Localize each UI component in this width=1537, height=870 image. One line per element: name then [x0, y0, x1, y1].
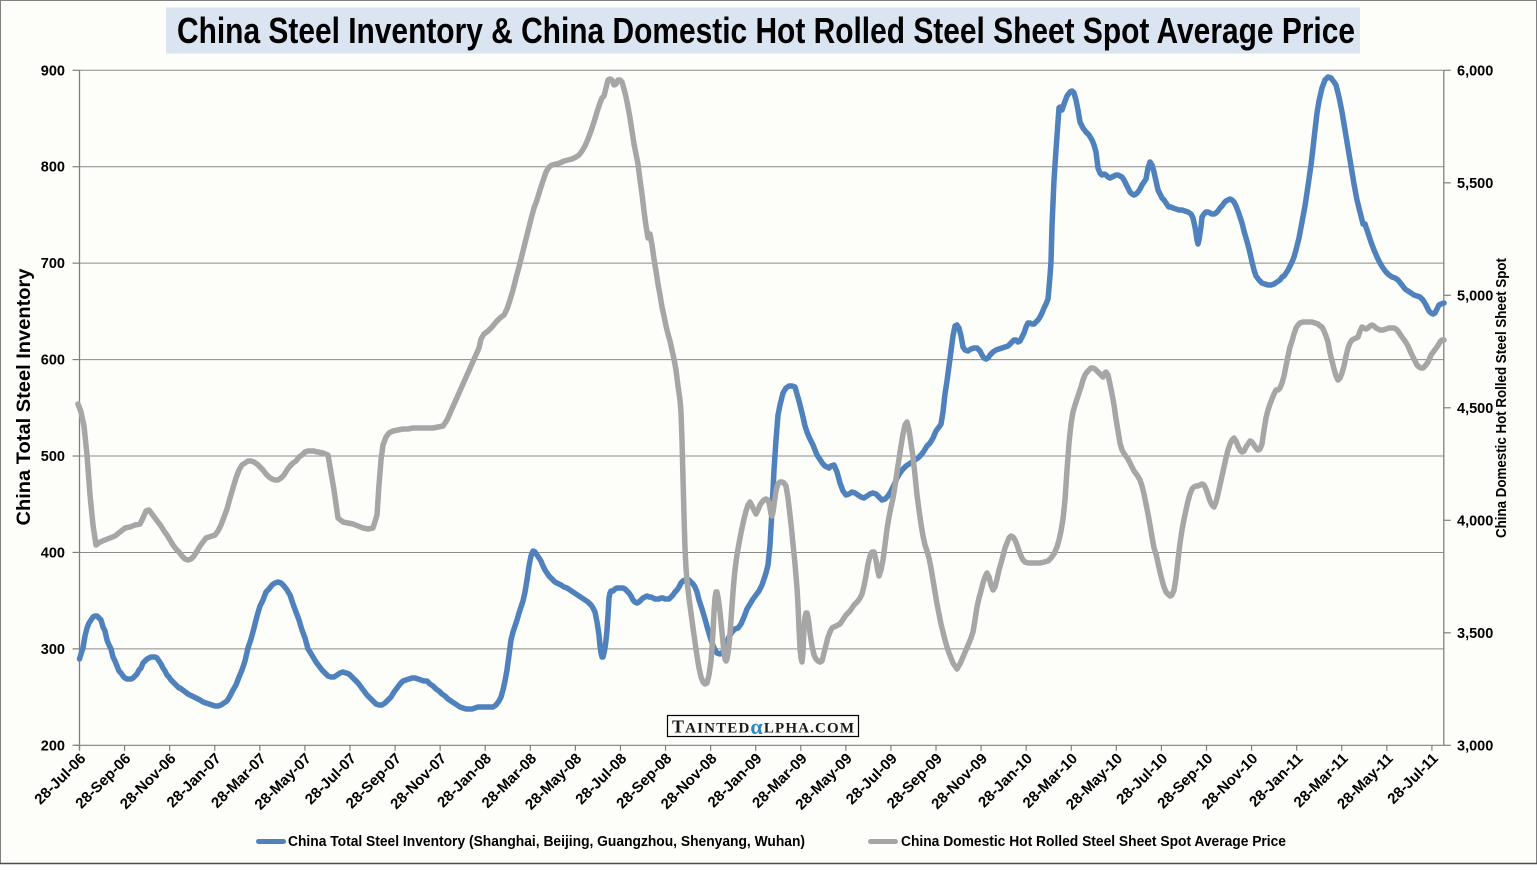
- svg-text:200: 200: [41, 738, 65, 754]
- svg-text:4,500: 4,500: [1457, 401, 1493, 417]
- svg-text:6,000: 6,000: [1457, 63, 1493, 79]
- svg-text:China Steel Inventory & China: China Steel Inventory & China Domestic H…: [177, 10, 1355, 51]
- svg-text:China Total Steel Inventory: China Total Steel Inventory: [14, 268, 35, 525]
- svg-text:4,000: 4,000: [1457, 513, 1493, 529]
- svg-text:3,500: 3,500: [1457, 626, 1493, 642]
- svg-text:China Domestic Hot Rolled Stee: China Domestic Hot Rolled Steel Sheet Sp…: [1493, 258, 1510, 538]
- svg-text:5,000: 5,000: [1457, 288, 1493, 304]
- svg-text:5,500: 5,500: [1457, 176, 1493, 192]
- svg-text:600: 600: [41, 353, 65, 369]
- svg-text:300: 300: [41, 642, 65, 658]
- svg-text:China Total Steel Inventory (S: China Total Steel Inventory (Shanghai, B…: [288, 834, 805, 850]
- svg-text:3,000: 3,000: [1457, 738, 1493, 754]
- svg-text:500: 500: [41, 449, 65, 465]
- svg-text:400: 400: [41, 545, 65, 561]
- svg-text:800: 800: [41, 160, 65, 176]
- svg-text:700: 700: [41, 256, 65, 272]
- svg-text:900: 900: [41, 63, 65, 79]
- svg-text:China Domestic Hot Rolled Stee: China Domestic Hot Rolled Steel Sheet Sp…: [901, 834, 1286, 850]
